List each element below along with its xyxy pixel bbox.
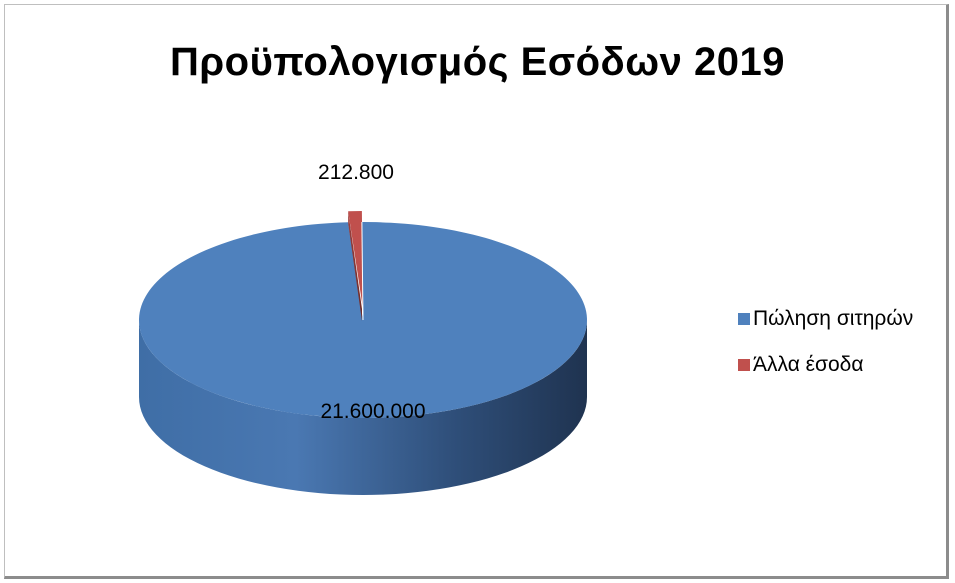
pie-slice-separator xyxy=(361,221,364,321)
legend-item-grain-sales: Πώληση σιτηρών xyxy=(738,306,913,332)
legend-swatch-grain-sales xyxy=(738,313,750,325)
pie-side-other-income xyxy=(348,211,362,321)
chart-title: Προϋπολογισμός Εσόδων 2019 xyxy=(170,40,785,84)
legend-label-other-income: Άλλα έσοδα xyxy=(753,353,864,376)
pie-slice-other-income xyxy=(348,211,363,309)
data-label-grain-sales: 21.600.000 xyxy=(320,400,425,423)
legend-label-grain-sales: Πώληση σιτηρών xyxy=(753,307,914,330)
legend: Πώληση σιτηρών Άλλα έσοδα xyxy=(738,306,913,398)
legend-swatch-other-income xyxy=(738,359,750,371)
legend-item-other-income: Άλλα έσοδα xyxy=(738,352,913,378)
pie-side-grain-sales xyxy=(139,320,587,495)
data-label-other-income: 212.800 xyxy=(318,161,394,184)
